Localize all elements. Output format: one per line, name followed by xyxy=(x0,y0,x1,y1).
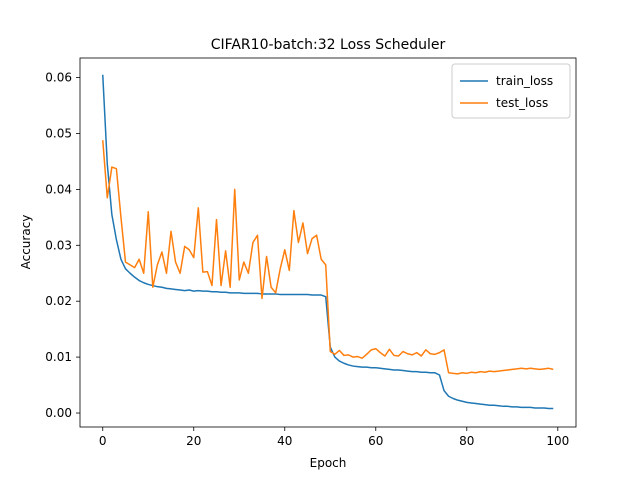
y-tick-label: 0.03 xyxy=(45,238,72,252)
y-tick-label: 0.01 xyxy=(45,350,72,364)
x-tick-label: 20 xyxy=(186,434,201,448)
y-tick-label: 0.05 xyxy=(45,126,72,140)
x-tick-label: 100 xyxy=(546,434,569,448)
x-tick-label: 40 xyxy=(277,434,292,448)
y-axis-label: Accuracy xyxy=(19,215,33,270)
y-tick-label: 0.02 xyxy=(45,294,72,308)
y-tick-label: 0.06 xyxy=(45,71,72,85)
legend: train_loss test_loss xyxy=(451,63,571,119)
y-axis: 0.00 0.01 0.02 0.03 0.04 0.05 0.06 xyxy=(45,71,80,420)
legend-label: train_loss xyxy=(496,74,553,88)
x-tick-label: 80 xyxy=(459,434,474,448)
plot-frame xyxy=(79,57,577,428)
x-tick-label: 60 xyxy=(368,434,383,448)
y-tick-label: 0.00 xyxy=(45,406,72,420)
series-line-test-loss xyxy=(102,140,554,375)
x-axis: 0 20 40 60 80 100 xyxy=(99,427,569,448)
x-axis-label: Epoch xyxy=(310,456,347,470)
chart-title: CIFAR10-batch:32 Loss Scheduler xyxy=(211,37,446,53)
x-tick-label: 0 xyxy=(99,434,107,448)
legend-label: test_loss xyxy=(496,96,548,110)
y-tick-label: 0.04 xyxy=(45,182,72,196)
series-layer xyxy=(102,74,554,410)
legend-box xyxy=(451,63,571,119)
